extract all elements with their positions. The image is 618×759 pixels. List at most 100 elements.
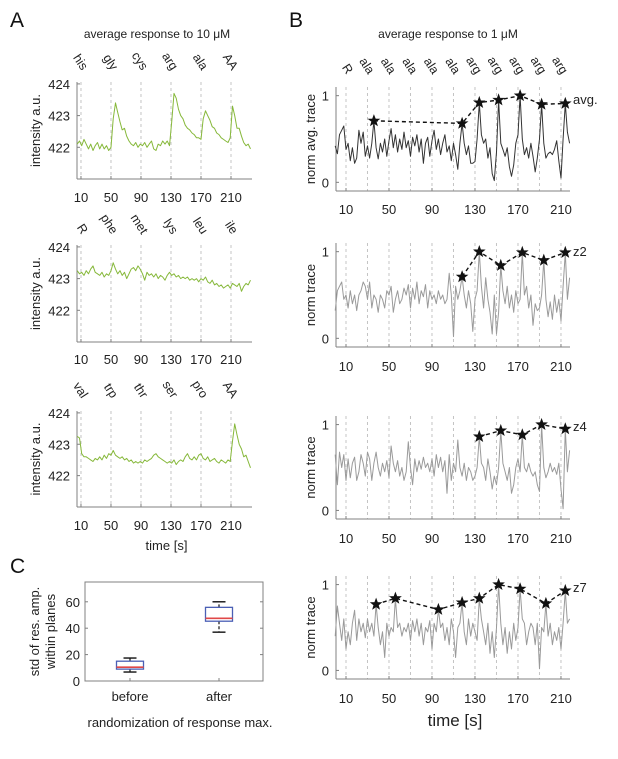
peak-star-marker [367, 114, 381, 127]
interquartile-box [115, 660, 145, 670]
plot-frame [84, 581, 264, 682]
x-tick-label: 210 [220, 190, 242, 205]
x-tick-label: 170 [190, 352, 212, 367]
x-tick-label: 10 [74, 352, 88, 367]
y-axis-label: norm trace [303, 436, 318, 498]
peak-star-marker [535, 97, 548, 110]
x-axis-label: randomization of response max. [88, 715, 273, 730]
x-tick-label: 50 [104, 352, 118, 367]
peak-star-marker [558, 245, 572, 258]
y-tick-label: 60 [66, 595, 80, 610]
x-axis-label: time [s] [146, 538, 188, 553]
x-tick-label: 50 [104, 190, 118, 205]
x-axis-label: time [s] [428, 711, 483, 730]
x-tick-label: 50 [382, 202, 396, 217]
trace-line [334, 251, 571, 338]
peak-star-marker [455, 116, 469, 129]
peak-star-marker [492, 93, 505, 106]
chart-title: average response to 1 μM [378, 27, 518, 41]
panel-label-a: A [10, 9, 24, 32]
y-axis-label: norm avg. trace [303, 94, 318, 184]
x-tick-label: 130 [464, 531, 486, 546]
x-tick-label: 90 [425, 359, 439, 374]
y-tick-label: 0 [322, 503, 329, 518]
peak-star-marker [472, 95, 486, 109]
peak-star-marker [558, 96, 572, 109]
peak-star-marker [535, 417, 548, 431]
chart-b4: 10 50 90 130 170 210 0 1 norm trace time [s] z7 [303, 576, 587, 730]
x-tick-label: 170 [507, 691, 529, 706]
x-tick-label: 170 [507, 359, 529, 374]
stimulus-label: lys [161, 216, 181, 236]
x-tick-label: 130 [464, 202, 486, 217]
peak-star-marker [472, 429, 486, 443]
y-tick-label: 1 [322, 418, 329, 433]
y-tick-label: 0 [322, 175, 329, 190]
trace-line [334, 584, 571, 670]
panel-label-b: B [289, 9, 303, 32]
peak-star-marker [455, 595, 469, 609]
y-tick-label: 0 [322, 663, 329, 678]
interquartile-box [204, 606, 234, 622]
peak-star-marker [558, 583, 572, 597]
y-axis-label: intensity a.u. [28, 257, 43, 330]
peak-star-marker [515, 428, 529, 441]
panel-label-c: C [10, 555, 25, 578]
series-label: avg. [573, 92, 598, 107]
y-tick-label: 40 [66, 621, 80, 636]
x-tick-label: 130 [160, 190, 182, 205]
peak-star-marker [539, 596, 553, 609]
y-tick-label: 423 [48, 437, 70, 452]
y-axis-label-line: std of res. amp. [27, 587, 42, 677]
y-tick-label: 422 [48, 140, 70, 155]
x-tick-label: 10 [339, 531, 353, 546]
y-axis-label: norm trace [303, 596, 318, 658]
x-tick-label: 210 [550, 359, 572, 374]
chart-title: average response to 10 μM [84, 27, 230, 41]
peak-star-marker [537, 253, 551, 266]
x-tick-label: 210 [550, 691, 572, 706]
y-tick-label: 20 [66, 648, 80, 663]
chart-b1: 10 50 90 130 170 210 0 1 norm avg. trace average … [303, 27, 598, 217]
y-tick-label: 424 [48, 240, 70, 255]
series-label: z4 [573, 419, 587, 434]
x-tick-label: 210 [220, 518, 242, 533]
y-axis-label: norm trace [303, 264, 318, 326]
x-tick-label: 50 [104, 518, 118, 533]
x-tick-label: 170 [507, 202, 529, 217]
x-tick-label: 210 [550, 202, 572, 217]
x-tick-label: 210 [220, 352, 242, 367]
peak-star-marker [389, 591, 402, 604]
peak-star-marker [432, 602, 445, 615]
y-tick-label: 1 [322, 89, 329, 104]
x-tick-label: 10 [339, 691, 353, 706]
y-tick-label: 424 [48, 406, 70, 421]
x-tick-label: 90 [425, 531, 439, 546]
x-tick-label: 130 [464, 691, 486, 706]
x-tick-label: 170 [190, 190, 212, 205]
y-tick-label: 424 [48, 77, 70, 92]
x-tick-label: 10 [339, 202, 353, 217]
peak-star-marker [494, 423, 508, 437]
x-tick-label: 10 [74, 190, 88, 205]
x-tick-label: 50 [382, 359, 396, 374]
x-tick-label: 130 [160, 352, 182, 367]
peak-star-marker [558, 422, 572, 435]
category-label: before [112, 689, 149, 704]
peak-star-marker [472, 245, 486, 258]
x-tick-label: 10 [74, 518, 88, 533]
stimulus-label: thr [131, 381, 151, 401]
trace-line [76, 262, 251, 292]
y-tick-label: 1 [322, 578, 329, 593]
peak-star-marker [369, 597, 383, 610]
x-tick-label: 170 [190, 518, 212, 533]
x-tick-label: 10 [339, 359, 353, 374]
y-axis-label-line: within planes [43, 593, 58, 670]
y-tick-label: 0 [322, 331, 329, 346]
x-tick-label: 170 [507, 531, 529, 546]
trace-line [76, 92, 251, 151]
y-tick-label: 1 [322, 245, 329, 260]
peak-star-marker [515, 245, 529, 258]
